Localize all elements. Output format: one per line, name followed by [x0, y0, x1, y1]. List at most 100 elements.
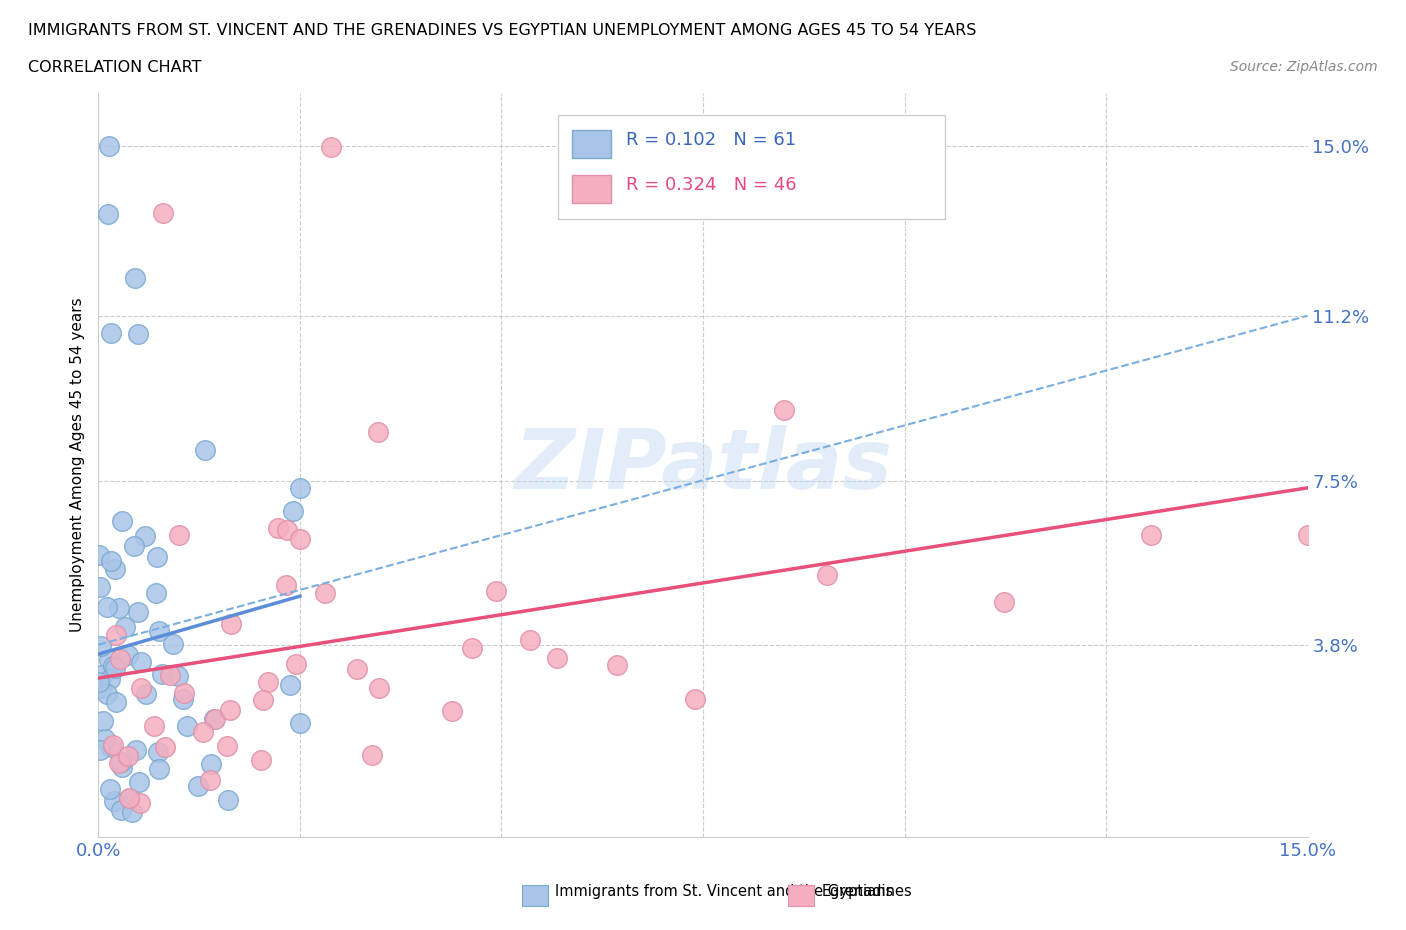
Text: Source: ZipAtlas.com: Source: ZipAtlas.com [1230, 60, 1378, 74]
Point [127, 604, 149, 619]
Point [267, 520, 290, 535]
Point [128, 775, 150, 790]
Point [104, 628, 127, 643]
Point [162, 637, 184, 652]
Point [131, 681, 153, 696]
Point [176, 718, 198, 733]
Point [121, 804, 143, 819]
Point [117, 790, 139, 805]
Point [250, 752, 273, 767]
Text: CORRELATION CHART: CORRELATION CHART [28, 60, 201, 75]
Point [118, 791, 141, 806]
Point [111, 759, 134, 774]
Point [124, 271, 146, 286]
Text: R = 0.324   N = 46: R = 0.324 N = 46 [626, 176, 796, 193]
Point [114, 619, 136, 634]
Point [441, 703, 464, 718]
Point [110, 803, 132, 817]
Point [89, 743, 111, 758]
Point [281, 504, 304, 519]
Text: R = 0.102   N = 61: R = 0.102 N = 61 [626, 131, 796, 149]
Point [89, 548, 111, 563]
Point [148, 762, 170, 777]
Point [288, 716, 311, 731]
Point [91, 668, 114, 683]
Point [100, 739, 122, 754]
Point [191, 724, 214, 739]
Point [153, 739, 176, 754]
Point [145, 586, 167, 601]
Bar [522, 885, 548, 906]
Point [606, 658, 628, 672]
Point [107, 756, 129, 771]
Point [256, 674, 278, 689]
Point [166, 669, 188, 684]
Text: Immigrants from St. Vincent and the Grenadines: Immigrants from St. Vincent and the Gren… [555, 884, 912, 898]
Point [100, 326, 122, 340]
Point [135, 686, 157, 701]
Point [117, 648, 139, 663]
Point [105, 695, 128, 710]
Point [125, 742, 148, 757]
Point [108, 651, 131, 666]
Point [101, 658, 124, 673]
Point [100, 672, 122, 687]
Text: Egyptians: Egyptians [821, 884, 894, 898]
Point [146, 745, 169, 760]
Point [274, 578, 297, 592]
Point [146, 550, 169, 565]
Point [276, 523, 298, 538]
Point [90, 639, 112, 654]
Point [172, 692, 194, 707]
Point [148, 623, 170, 638]
Point [98, 652, 121, 667]
Point [104, 660, 127, 675]
Point [129, 796, 152, 811]
Point [103, 793, 125, 808]
Point [127, 326, 149, 341]
Point [101, 737, 124, 752]
Point [361, 748, 384, 763]
Point [772, 403, 794, 418]
Point [1139, 527, 1161, 542]
Bar [572, 130, 612, 158]
Point [288, 531, 311, 546]
Y-axis label: Unemployment Among Ages 45 to 54 years: Unemployment Among Ages 45 to 54 years [69, 298, 84, 632]
Point [993, 595, 1015, 610]
Point [252, 693, 274, 708]
Point [98, 781, 121, 796]
Point [194, 443, 217, 458]
Text: ZIPatlas: ZIPatlas [515, 424, 891, 506]
Point [546, 651, 568, 666]
Point [122, 538, 145, 553]
Point [100, 553, 122, 568]
Point [187, 778, 209, 793]
Point [159, 668, 181, 683]
Point [94, 732, 117, 747]
Point [169, 528, 191, 543]
Bar [572, 175, 612, 203]
Point [96, 686, 118, 701]
Point [110, 755, 132, 770]
Point [367, 680, 389, 695]
Text: IMMIGRANTS FROM ST. VINCENT AND THE GRENADINES VS EGYPTIAN UNEMPLOYMENT AMONG AG: IMMIGRANTS FROM ST. VINCENT AND THE GREN… [28, 23, 977, 38]
Point [134, 529, 156, 544]
Point [91, 714, 114, 729]
Point [111, 513, 134, 528]
Point [129, 655, 152, 670]
Point [89, 579, 111, 594]
Point [117, 749, 139, 764]
Point [104, 561, 127, 576]
Point [1296, 528, 1319, 543]
Point [346, 662, 368, 677]
Point [202, 711, 225, 726]
Point [319, 140, 342, 155]
Point [519, 632, 541, 647]
Point [152, 206, 174, 220]
Point [461, 641, 484, 656]
Point [217, 739, 239, 754]
Point [314, 585, 336, 600]
Point [219, 702, 242, 717]
Point [288, 481, 311, 496]
Point [150, 667, 173, 682]
